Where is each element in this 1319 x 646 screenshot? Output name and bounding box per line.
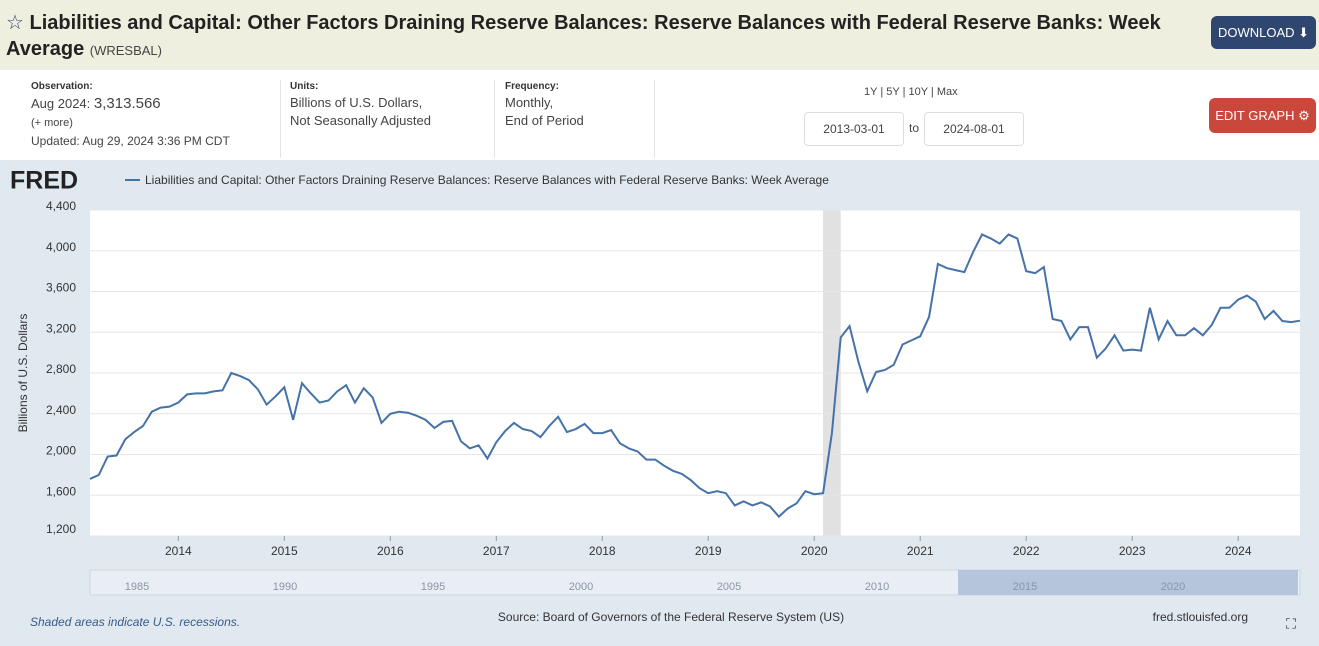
navigator-label: 1985 bbox=[125, 581, 149, 593]
x-tick-label: 2021 bbox=[907, 544, 934, 558]
navigator-label: 1990 bbox=[273, 581, 297, 593]
y-axis-title: Billions of U.S. Dollars bbox=[16, 314, 30, 433]
x-tick-label: 2024 bbox=[1225, 544, 1252, 558]
y-tick-label: 2,400 bbox=[46, 403, 76, 417]
updated: Updated: Aug 29, 2024 3:36 PM CDT bbox=[31, 134, 230, 148]
legend-label: Liabilities and Capital: Other Factors D… bbox=[145, 173, 829, 187]
observation: Aug 2024: 3,313.566 bbox=[31, 95, 161, 113]
y-tick-label: 1,600 bbox=[46, 484, 76, 498]
x-tick-label: 2015 bbox=[271, 544, 298, 558]
edit-graph-button[interactable]: EDIT GRAPH ⚙ bbox=[1209, 98, 1316, 133]
x-tick-label: 2018 bbox=[589, 544, 616, 558]
x-tick-label: 2014 bbox=[165, 544, 192, 558]
edit-text[interactable]: EDIT GRAPH bbox=[1215, 108, 1295, 123]
observation-value: 3,313.566 bbox=[93, 95, 161, 112]
range[interactable]: 5Y bbox=[886, 86, 900, 98]
y-tick-label: 1,200 bbox=[46, 522, 76, 536]
units-2: Not Seasonally Adjusted bbox=[290, 113, 431, 128]
download-text[interactable]: DOWNLOAD bbox=[1217, 25, 1295, 40]
date-from[interactable]: 2013-03-01 bbox=[804, 112, 904, 146]
navigator-label: 2005 bbox=[717, 581, 741, 593]
to-label: to bbox=[909, 121, 920, 135]
x-tick-label: 2019 bbox=[695, 544, 722, 558]
y-tick-label: 4,400 bbox=[46, 199, 76, 213]
frequency-label: Frequency: bbox=[505, 81, 559, 92]
fullscreen-icon[interactable]: ⛶ bbox=[1286, 616, 1296, 632]
title-text: Liabilities and Capital: Other Factors D… bbox=[6, 12, 1161, 60]
range[interactable]: Max bbox=[936, 86, 958, 98]
range[interactable]: 10Y bbox=[908, 86, 928, 98]
site: fred.stlouisfed.org bbox=[1153, 610, 1248, 624]
units-1: Billions of U.S. Dollars, bbox=[290, 95, 423, 110]
x-tick-label: 2022 bbox=[1013, 544, 1040, 558]
series-line bbox=[89, 233, 1301, 519]
x-tick-label: 2016 bbox=[377, 544, 404, 558]
download-button[interactable]: DOWNLOAD ⬇ bbox=[1211, 16, 1316, 49]
navigator-label: 2015 bbox=[1013, 581, 1037, 593]
observation-date: Aug 2024: bbox=[31, 96, 91, 111]
chart: FRED Liabilities and Capital: Other Fact… bbox=[0, 160, 1319, 646]
units-label: Units: bbox=[290, 81, 319, 92]
y-tick-label: 2,800 bbox=[46, 362, 76, 376]
frequency-1: Monthly, bbox=[505, 95, 554, 110]
navigator-label: 2000 bbox=[569, 581, 593, 593]
range-links: 1Y | 5Y | 10Y | Max bbox=[864, 86, 958, 98]
source: Source: Board of Governors of the Federa… bbox=[498, 610, 844, 624]
navigator-selection[interactable] bbox=[958, 570, 1298, 595]
separator bbox=[494, 80, 495, 158]
navigator-label: 2020 bbox=[1161, 581, 1185, 593]
series-id: (WRESBAL) bbox=[89, 43, 162, 58]
date-to[interactable]: 2024-08-01 bbox=[924, 112, 1024, 146]
x-tick-label: 2023 bbox=[1119, 544, 1146, 558]
range[interactable]: 1Y bbox=[864, 86, 878, 98]
y-tick-label: 3,600 bbox=[46, 281, 76, 295]
separator bbox=[280, 80, 281, 158]
navigator-label: 1995 bbox=[421, 581, 445, 593]
navigator-label: 2010 bbox=[865, 581, 889, 593]
y-tick-label: 2,000 bbox=[46, 444, 76, 458]
observation-label: Observation: bbox=[31, 81, 93, 92]
x-tick-label: 2017 bbox=[483, 544, 510, 558]
y-tick-label: 4,000 bbox=[46, 240, 76, 254]
logo: FRED bbox=[10, 167, 78, 195]
y-tick-label: 3,200 bbox=[46, 321, 76, 335]
x-tick-label: 2020 bbox=[801, 544, 828, 558]
header bbox=[0, 0, 1319, 70]
separator bbox=[654, 80, 655, 158]
frequency-2: End of Period bbox=[505, 113, 584, 128]
title: ☆ Liabilities and Capital: Other Factors… bbox=[6, 12, 1161, 60]
more-link[interactable]: (+ more) bbox=[31, 117, 73, 129]
recession-note: Shaded areas indicate U.S. recessions. bbox=[30, 615, 240, 629]
